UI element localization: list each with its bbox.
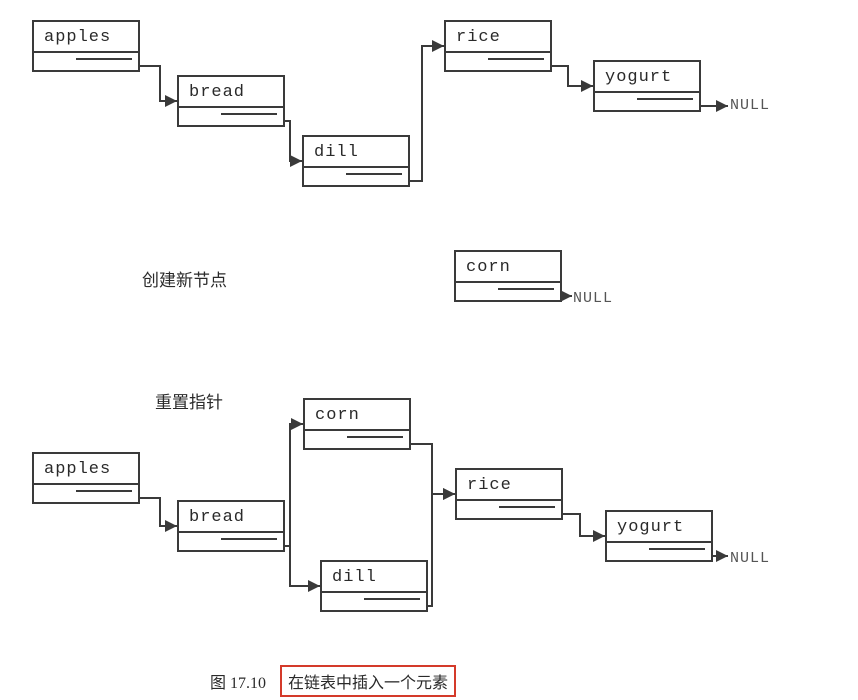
node-top-yogurt: yogurt [593,60,701,112]
node-label: corn [305,400,409,429]
node-label: yogurt [607,512,711,541]
pointer-cell [34,483,138,497]
pointer-cell [322,591,426,605]
node-label: apples [34,22,138,51]
pointer-cell [304,166,408,180]
caption-highlight-box: 在链表中插入一个元素 [280,665,456,697]
annotation-create-node: 创建新节点 [142,266,227,291]
node-top-bread: bread [177,75,285,127]
pointer-cell [607,541,711,555]
node-label: rice [446,22,550,51]
node-top-rice: rice [444,20,552,72]
pointer-cell [179,531,283,545]
node-top-apples: apples [32,20,140,72]
node-label: yogurt [595,62,699,91]
null-label-2: NULL [573,290,613,307]
node-label: dill [322,562,426,591]
node-label: rice [457,470,561,499]
node-label: bread [179,77,283,106]
node-label: bread [179,502,283,531]
diagram-canvas: apples bread dill rice yogurt corn apple… [0,0,858,700]
pointer-cell [305,429,409,443]
pointer-cell [456,281,560,295]
null-label-3: NULL [730,550,770,567]
pointer-cell [179,106,283,120]
null-label-1: NULL [730,97,770,114]
annotation-reset-pointer: 重置指针 [155,388,223,413]
node-bot-apples: apples [32,452,140,504]
pointer-cell [446,51,550,65]
node-bot-bread: bread [177,500,285,552]
pointer-cell [34,51,138,65]
node-label: apples [34,454,138,483]
figure-caption: 图 17.10 在链表中插入一个元素 [210,665,456,697]
pointer-cell [457,499,561,513]
node-mid-corn: corn [454,250,562,302]
node-bot-dill: dill [320,560,428,612]
pointer-cell [595,91,699,105]
node-bot-rice: rice [455,468,563,520]
node-bot-yogurt: yogurt [605,510,713,562]
node-label: dill [304,137,408,166]
caption-prefix: 图 17.10 [210,669,266,693]
node-top-dill: dill [302,135,410,187]
node-bot-corn: corn [303,398,411,450]
node-label: corn [456,252,560,281]
